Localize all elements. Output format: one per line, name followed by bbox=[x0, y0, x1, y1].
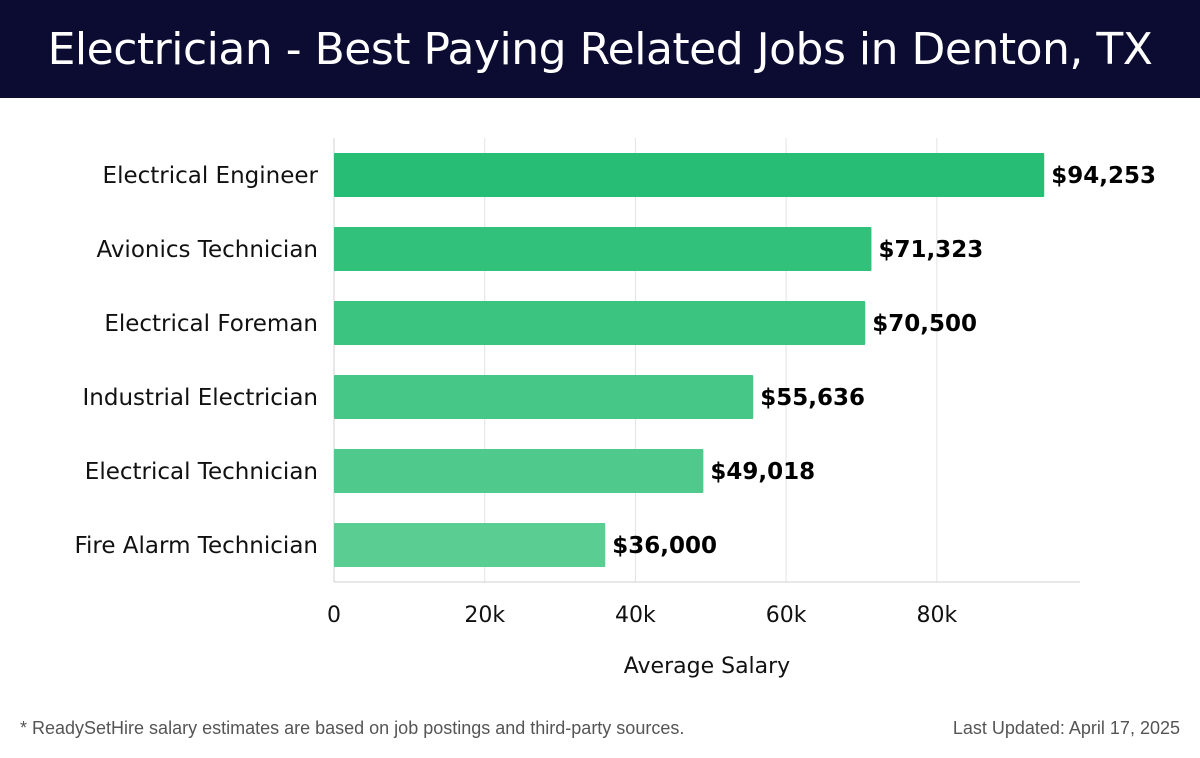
bar-chart: Electrical Engineer $94,253 Avionics Techn… bbox=[74, 138, 1156, 679]
bar-4 bbox=[334, 449, 704, 493]
value-label-5: $36,000 bbox=[612, 533, 717, 559]
value-label-1: $71,323 bbox=[878, 237, 983, 263]
category-label-1: Avionics Technician bbox=[96, 237, 318, 263]
x-tick-label-4: 80k bbox=[916, 603, 957, 628]
footnote: * ReadySetHire salary estimates are base… bbox=[20, 718, 685, 738]
chart-title: Electrician - Best Paying Related Jobs i… bbox=[47, 23, 1153, 75]
bar-2 bbox=[334, 301, 866, 345]
bar-5 bbox=[334, 523, 606, 567]
category-label-0: Electrical Engineer bbox=[103, 163, 319, 189]
bar-1 bbox=[334, 227, 872, 271]
x-tick-label-1: 20k bbox=[464, 603, 505, 628]
category-label-4: Electrical Technician bbox=[85, 459, 318, 485]
value-label-2: $70,500 bbox=[872, 311, 977, 337]
category-label-3: Industrial Electrician bbox=[83, 385, 318, 411]
value-label-4: $49,018 bbox=[710, 459, 815, 485]
value-label-3: $55,636 bbox=[760, 385, 865, 411]
category-label-2: Electrical Foreman bbox=[104, 311, 318, 337]
x-tick-label-3: 60k bbox=[766, 603, 807, 628]
category-label-5: Fire Alarm Technician bbox=[74, 533, 318, 559]
chart-header: Electrician - Best Paying Related Jobs i… bbox=[0, 0, 1200, 98]
x-tick-label-2: 40k bbox=[615, 603, 656, 628]
value-label-0: $94,253 bbox=[1051, 163, 1156, 189]
bar-3 bbox=[334, 375, 754, 419]
last-updated: Last Updated: April 17, 2025 bbox=[952, 718, 1180, 738]
x-tick-label-0: 0 bbox=[327, 603, 341, 628]
bar-0 bbox=[334, 153, 1045, 197]
x-axis-title: Average Salary bbox=[624, 654, 790, 679]
